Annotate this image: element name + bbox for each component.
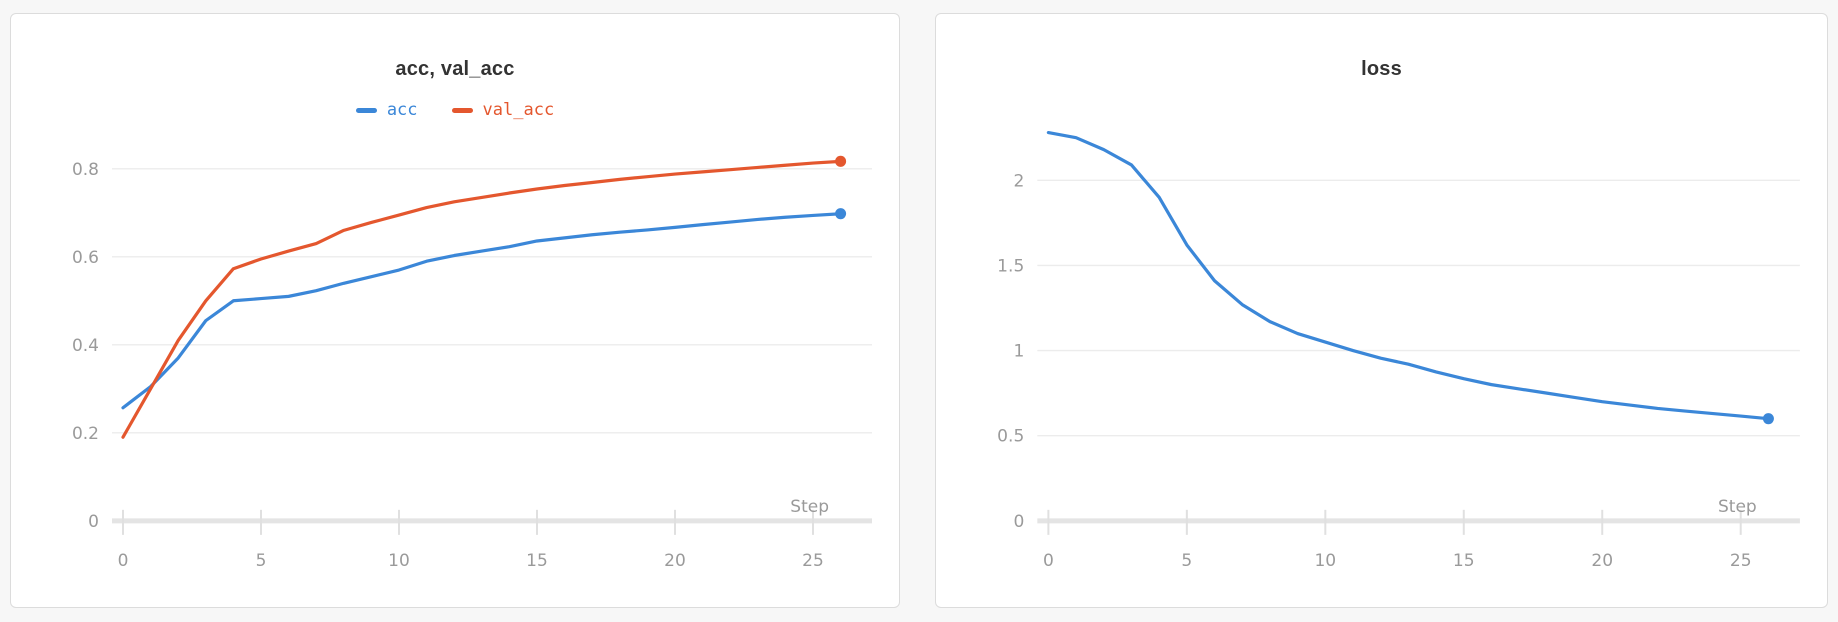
legend-label-acc: acc xyxy=(386,100,418,120)
x-tick-label: 0 xyxy=(1043,551,1054,571)
x-tick-label: 25 xyxy=(802,551,824,571)
y-tick-label: 0 xyxy=(1013,512,1024,532)
x-tick-label: 20 xyxy=(1591,551,1613,571)
x-tick-label: 10 xyxy=(388,551,410,571)
y-tick-label: 1.5 xyxy=(997,256,1024,276)
legend-item-val-acc[interactable]: val_acc xyxy=(451,100,555,120)
chart-title-acc: acc, val_acc xyxy=(395,58,515,80)
legend-swatch-acc xyxy=(355,107,377,113)
y-tick-label: 2 xyxy=(1013,171,1024,191)
x-tick-label: 20 xyxy=(664,551,686,571)
x-axis-label: Step xyxy=(790,497,829,517)
chart-card-acc: 0 0.2 0.4 0.6 0.8 0 5 10 15 20 25 Step acc, val_acc… xyxy=(10,13,900,608)
y-tick-label: 0 xyxy=(88,512,99,532)
x-tick-label: 5 xyxy=(256,551,267,571)
chart-legend: acc val_acc xyxy=(11,100,899,120)
y-tick-label: 0.2 xyxy=(72,424,99,444)
legend-swatch-val-acc xyxy=(451,107,473,113)
series-line-val_acc[interactable] xyxy=(121,159,843,439)
x-tick-label: 25 xyxy=(1730,551,1752,571)
x-axis-label: Step xyxy=(1718,497,1757,517)
y-tick-label: 0.8 xyxy=(72,160,99,180)
y-tick-label: 0.6 xyxy=(72,248,99,268)
chart-card-loss: 0 0.5 1 1.5 2 0 5 10 15 20 25 Step loss xyxy=(935,13,1828,608)
legend-label-val-acc: val_acc xyxy=(482,100,555,120)
y-tick-label: 0.5 xyxy=(997,427,1024,447)
acc-chart-plot[interactable]: 0 0.2 0.4 0.6 0.8 0 5 10 15 20 25 Step xyxy=(11,14,899,607)
legend-item-acc[interactable]: acc xyxy=(355,100,418,120)
series-line-loss[interactable] xyxy=(1046,130,1771,421)
series-line-acc[interactable] xyxy=(121,212,843,410)
series-endpoint-val_acc[interactable] xyxy=(835,155,847,167)
x-tick-label: 5 xyxy=(1181,551,1192,571)
y-tick-label: 0.4 xyxy=(72,336,99,356)
x-tick-label: 15 xyxy=(1453,551,1475,571)
x-tick-label: 15 xyxy=(526,551,548,571)
series-endpoint-loss[interactable] xyxy=(1762,413,1774,425)
series-endpoint-acc[interactable] xyxy=(835,208,847,220)
chart-title-loss: loss xyxy=(1361,58,1402,80)
x-tick-label: 0 xyxy=(118,551,129,571)
y-tick-label: 1 xyxy=(1013,342,1024,362)
x-tick-label: 10 xyxy=(1314,551,1336,571)
